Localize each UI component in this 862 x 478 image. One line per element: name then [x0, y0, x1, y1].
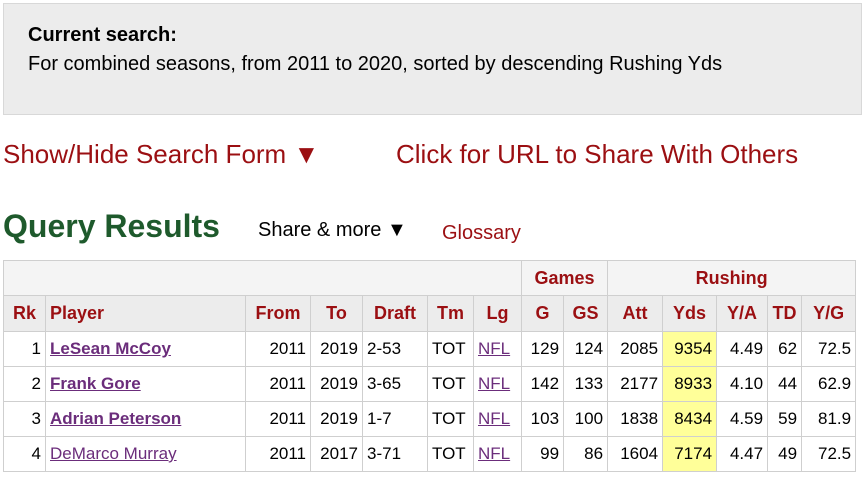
header-row: Rk Player From To Draft Tm Lg G GS Att Yds Y/A TD Y/G: [3, 295, 857, 332]
column-header[interactable]: Rk: [3, 295, 46, 332]
column-header[interactable]: Yds: [662, 295, 718, 332]
table-cell: 3: [3, 401, 46, 437]
table-cell: 44: [767, 366, 803, 402]
group-header: Rushing: [607, 260, 857, 296]
table-cell: 2011: [245, 401, 311, 437]
table-cell: 3-71: [362, 436, 428, 472]
search-form-toggle[interactable]: Show/Hide Search Form ▼: [3, 139, 320, 169]
table-cell: 133: [563, 366, 609, 402]
league-cell: NFL: [472, 366, 523, 402]
column-header[interactable]: From: [245, 295, 311, 332]
table-cell: 2019: [310, 401, 363, 437]
data-row: 3 Adrian Peterson 2011 2019 1-7 TOT NFL 103 100 1…: [3, 401, 857, 437]
table-cell: 4.49: [716, 331, 769, 367]
column-header[interactable]: Lg: [472, 295, 523, 332]
table-cell: 62: [767, 331, 803, 367]
table-cell: 4.59: [716, 401, 769, 437]
table-cell: 2017: [310, 436, 363, 472]
table-cell: 2011: [245, 366, 311, 402]
table-cell: TOT: [427, 331, 474, 367]
table-cell: 86: [563, 436, 609, 472]
league-link[interactable]: NFL: [478, 409, 511, 428]
results-table: Games Rushing Rk Player From To Draft Tm Lg G GS At…: [2, 260, 857, 472]
data-row: 4 DeMarco Murray 2011 2017 3-71 TOT NFL 99 86 160…: [3, 436, 857, 472]
table-cell: 142: [521, 366, 565, 402]
player-link[interactable]: LeSean McCoy: [50, 339, 171, 358]
column-header[interactable]: Y/G: [801, 295, 857, 332]
table-cell: 2085: [607, 331, 664, 367]
column-header[interactable]: TD: [767, 295, 803, 332]
column-header[interactable]: Player: [45, 295, 246, 332]
table-cell: TOT: [427, 366, 474, 402]
table-cell: 1: [3, 331, 46, 367]
results-title: Query Results: [3, 208, 220, 244]
table-cell: 4.10: [716, 366, 769, 402]
league-link[interactable]: NFL: [478, 339, 511, 358]
group-header-blank: [2, 260, 523, 296]
table-cell: 8434: [662, 401, 718, 437]
table-cell: 99: [521, 436, 565, 472]
player-link[interactable]: Adrian Peterson: [50, 409, 182, 428]
column-header[interactable]: Y/A: [716, 295, 769, 332]
player-link[interactable]: Frank Gore: [50, 374, 141, 393]
table-cell: 1604: [607, 436, 664, 472]
table-cell: 72.5: [801, 331, 857, 367]
table-cell: 100: [563, 401, 609, 437]
table-cell: 2177: [607, 366, 664, 402]
table-cell: 1838: [607, 401, 664, 437]
data-row: 2 Frank Gore 2011 2019 3-65 TOT NFL 142 133 2177 8…: [3, 366, 857, 402]
current-search: Current search: For combined seasons, fr…: [3, 3, 862, 115]
column-header[interactable]: G: [521, 295, 565, 332]
player-link[interactable]: DeMarco Murray: [50, 444, 177, 463]
league-cell: NFL: [472, 401, 523, 437]
share-url-link[interactable]: Click for URL to Share With Others: [396, 139, 799, 169]
column-header[interactable]: GS: [563, 295, 609, 332]
column-header[interactable]: To: [310, 295, 363, 332]
group-header: Games: [521, 260, 609, 296]
table-cell: 62.9: [801, 366, 857, 402]
league-cell: NFL: [472, 331, 523, 367]
group-header-row: Games Rushing: [2, 260, 857, 296]
share-menu[interactable]: Share & more ▼: [258, 219, 407, 241]
table-cell: 72.5: [801, 436, 857, 472]
table-cell: 81.9: [801, 401, 857, 437]
table-cell: 3-65: [362, 366, 428, 402]
player-cell: DeMarco Murray: [45, 436, 246, 472]
table-cell: 59: [767, 401, 803, 437]
glossary-link[interactable]: Glossary: [442, 222, 521, 244]
league-link[interactable]: NFL: [478, 444, 511, 463]
search-description: For combined seasons, from 2011 to 2020,…: [28, 53, 723, 75]
player-cell: Frank Gore: [45, 366, 246, 402]
column-header[interactable]: Tm: [427, 295, 474, 332]
table-cell: 49: [767, 436, 803, 472]
table-cell: 4: [3, 436, 46, 472]
table-cell: 7174: [662, 436, 718, 472]
table-cell: 2011: [245, 436, 311, 472]
search-title: Current search:: [28, 24, 177, 46]
table-cell: 2: [3, 366, 46, 402]
table-cell: 124: [563, 331, 609, 367]
league-link[interactable]: NFL: [478, 374, 511, 393]
table-cell: 8933: [662, 366, 718, 402]
table-cell: 9354: [662, 331, 718, 367]
column-header[interactable]: Att: [607, 295, 664, 332]
player-cell: LeSean McCoy: [45, 331, 246, 367]
table-cell: 1-7: [362, 401, 428, 437]
table-cell: 103: [521, 401, 565, 437]
table-cell: 129: [521, 331, 565, 367]
column-header[interactable]: Draft: [362, 295, 428, 332]
player-cell: Adrian Peterson: [45, 401, 246, 437]
table-cell: 4.47: [716, 436, 769, 472]
table-cell: 2019: [310, 331, 363, 367]
table-cell: TOT: [427, 401, 474, 437]
league-cell: NFL: [472, 436, 523, 472]
table-cell: 2-53: [362, 331, 428, 367]
table-cell: 2011: [245, 331, 311, 367]
table-cell: TOT: [427, 436, 474, 472]
data-row: 1 LeSean McCoy 2011 2019 2-53 TOT NFL 129 124 208…: [3, 331, 857, 367]
table-cell: 2019: [310, 366, 363, 402]
